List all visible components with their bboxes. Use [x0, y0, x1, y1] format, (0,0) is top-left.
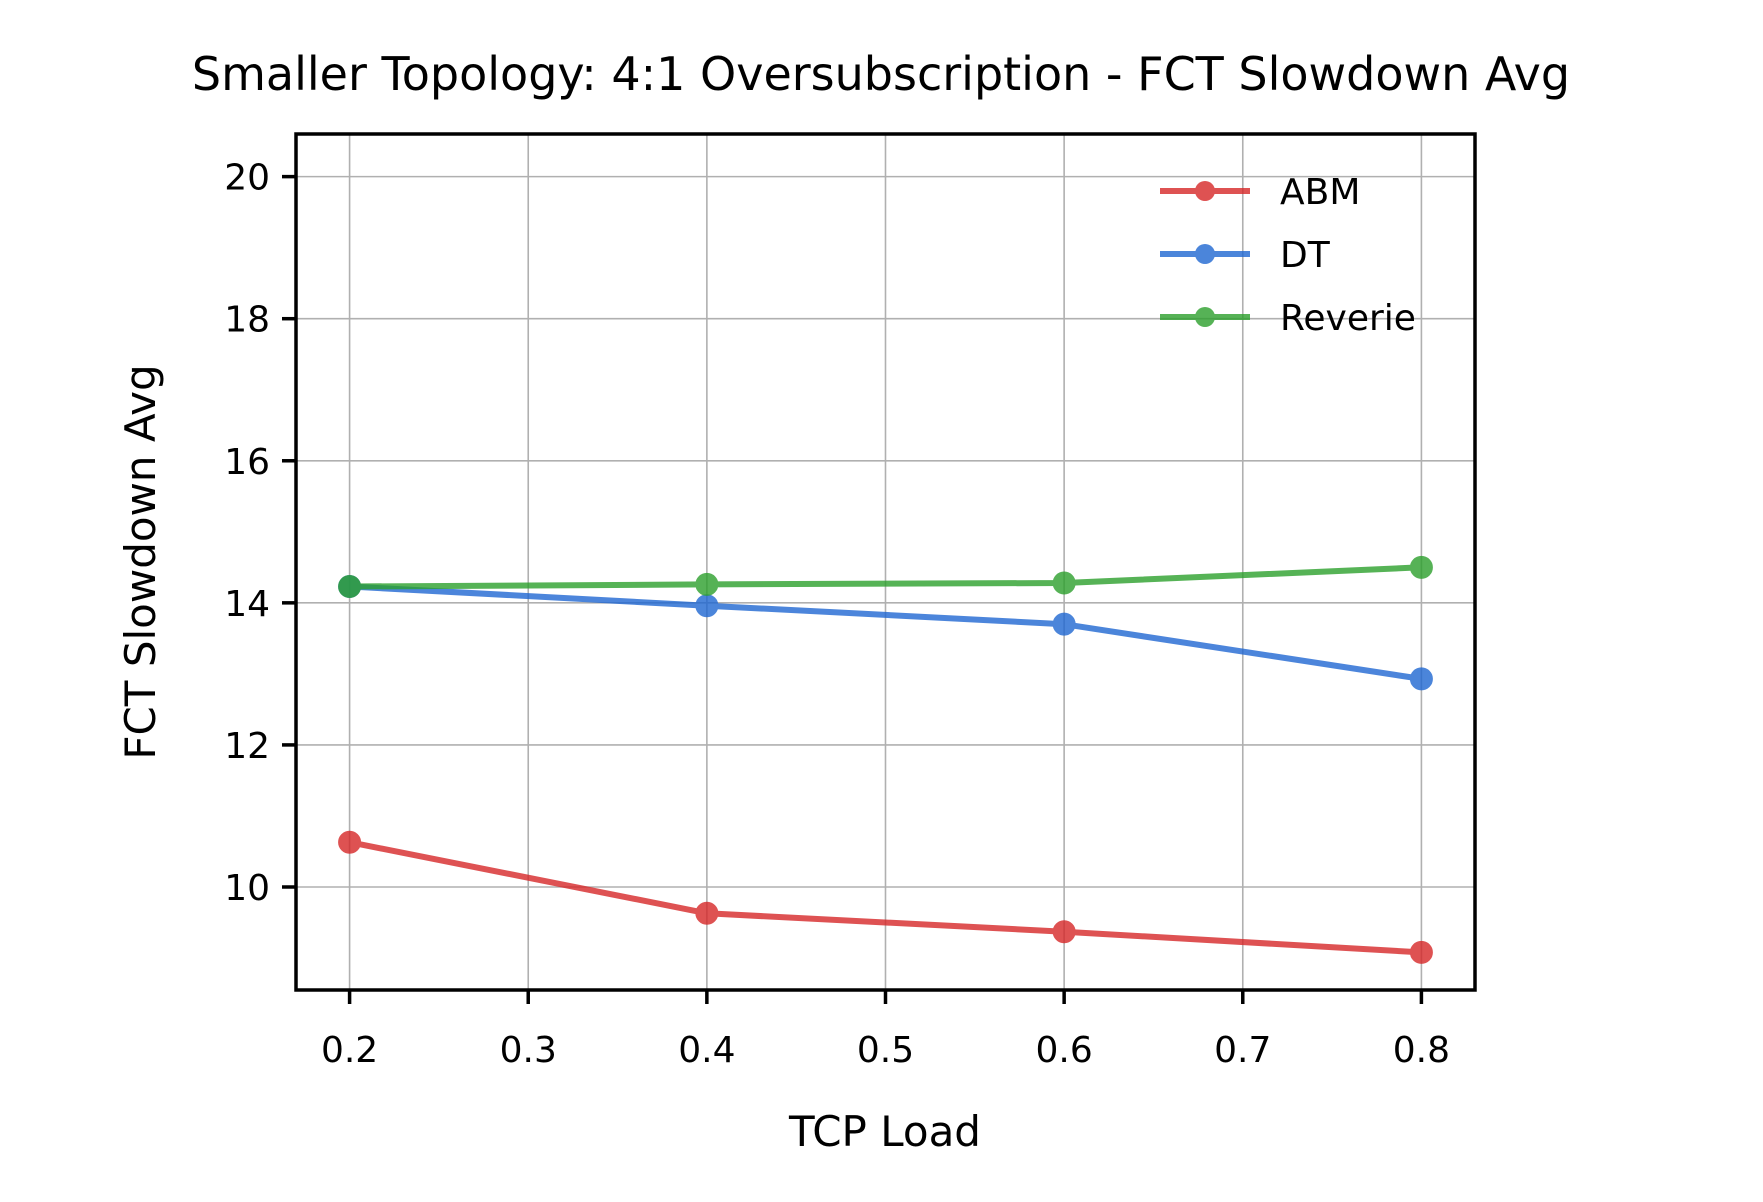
legend-item-reverie: Reverie — [1160, 298, 1416, 339]
legend-swatch-abm — [1160, 181, 1250, 201]
data-point-reverie — [695, 572, 719, 596]
legend: ABM DT Reverie — [1160, 172, 1416, 339]
series-line-abm — [349, 839, 1422, 956]
data-point-dt — [1052, 612, 1076, 636]
y-tick-label: 18 — [224, 300, 270, 341]
data-point-dt — [695, 594, 719, 618]
x-axis-label: TCP Load — [788, 1107, 981, 1156]
legend-label-abm: ABM — [1280, 172, 1360, 213]
y-tick-label: 14 — [224, 584, 270, 625]
legend-item-abm: ABM — [1160, 172, 1360, 213]
data-point-abm — [1409, 940, 1433, 964]
legend-swatch-dt — [1160, 244, 1250, 264]
data-point-abm — [338, 830, 362, 854]
y-tick-label: 10 — [224, 868, 270, 909]
x-tick-label: 0.4 — [678, 1030, 735, 1071]
data-point-reverie — [338, 575, 362, 599]
series-line-dt — [349, 583, 1422, 682]
data-point-dt — [1409, 667, 1433, 691]
data-point-reverie — [1052, 571, 1076, 595]
series-line-reverie — [349, 564, 1422, 590]
y-tick-label: 12 — [224, 726, 270, 767]
x-tick-label: 0.3 — [500, 1030, 557, 1071]
series-reverie — [338, 555, 1433, 599]
series-layer — [338, 555, 1433, 964]
y-axis-label: FCT Slowdown Avg — [116, 364, 165, 759]
y-axis: 10 12 14 16 18 20 — [224, 158, 296, 909]
chart-title: Smaller Topology: 4:1 Oversubscription -… — [192, 47, 1570, 101]
x-tick-label: 0.5 — [857, 1030, 914, 1071]
legend-label-reverie: Reverie — [1280, 298, 1416, 339]
data-point-reverie — [1409, 555, 1433, 579]
y-tick-label: 16 — [224, 442, 270, 483]
x-axis: 0.2 0.3 0.4 0.5 0.6 0.7 0.8 — [321, 990, 1450, 1071]
legend-item-dt: DT — [1160, 235, 1331, 276]
grid — [296, 134, 1475, 990]
data-point-abm — [1052, 920, 1076, 944]
series-abm — [338, 830, 1433, 964]
legend-swatch-reverie — [1160, 307, 1250, 327]
y-tick-label: 20 — [224, 158, 270, 199]
x-tick-label: 0.2 — [321, 1030, 378, 1071]
data-point-abm — [695, 901, 719, 925]
x-tick-label: 0.7 — [1214, 1030, 1271, 1071]
legend-label-dt: DT — [1280, 235, 1331, 276]
x-tick-label: 0.6 — [1036, 1030, 1093, 1071]
x-tick-label: 0.8 — [1393, 1030, 1450, 1071]
